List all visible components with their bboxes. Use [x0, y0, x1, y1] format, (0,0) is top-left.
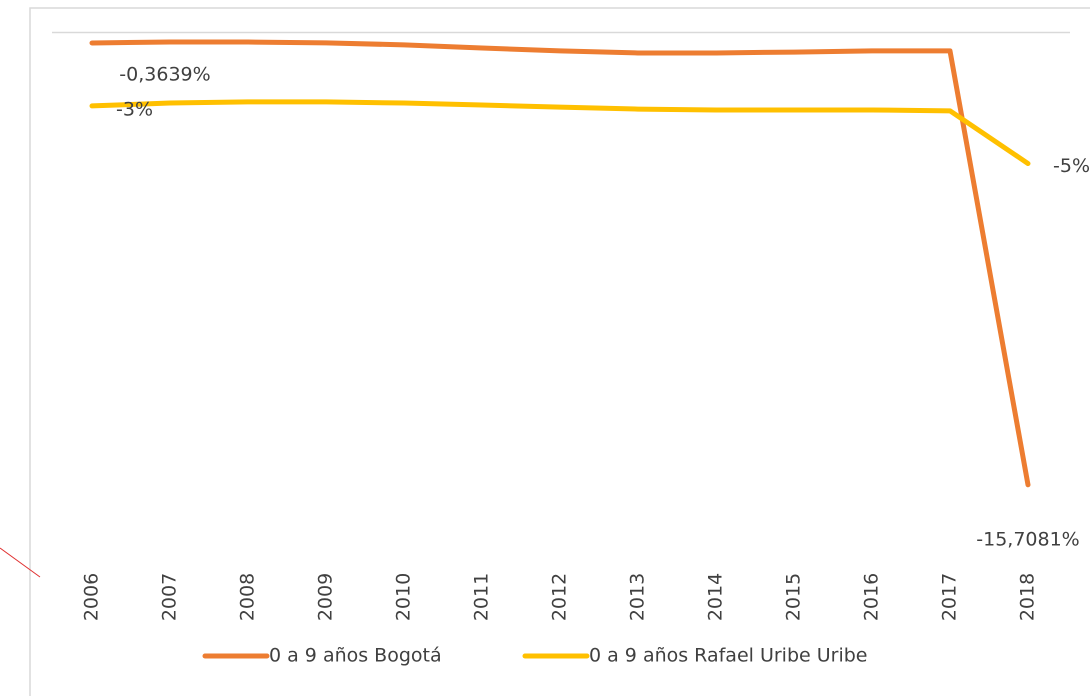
chart-frame [29, 7, 1090, 696]
x-tick-label: 2016 [861, 573, 883, 621]
x-tick-label: 2013 [627, 573, 649, 621]
stray-line [0, 547, 41, 578]
x-tick-label: 2009 [315, 573, 337, 621]
x-tick-label: 2007 [159, 573, 181, 621]
x-tick-label: 2010 [393, 573, 415, 621]
x-tick-label: 2006 [81, 573, 103, 621]
x-tick-label: 2015 [783, 573, 805, 621]
legend-label: 0 a 9 años Bogotá [269, 645, 442, 667]
x-tick-label: 2008 [237, 573, 259, 621]
data-label: -0,3639% [119, 63, 210, 85]
x-tick-label: 2011 [471, 573, 493, 621]
line-series [89, 39, 1031, 488]
data-label: -15,7081% [976, 528, 1079, 550]
data-label: -3% [116, 98, 153, 120]
data-label: -5% [1053, 155, 1090, 177]
x-tick-label: 2018 [1017, 573, 1039, 621]
x-tick-label: 2014 [705, 573, 727, 621]
legend-label: 0 a 9 años Rafael Uribe Uribe [589, 645, 868, 667]
x-tick-label: 2012 [549, 573, 571, 621]
x-tick-label: 2017 [939, 573, 961, 621]
line-series [89, 99, 1031, 167]
